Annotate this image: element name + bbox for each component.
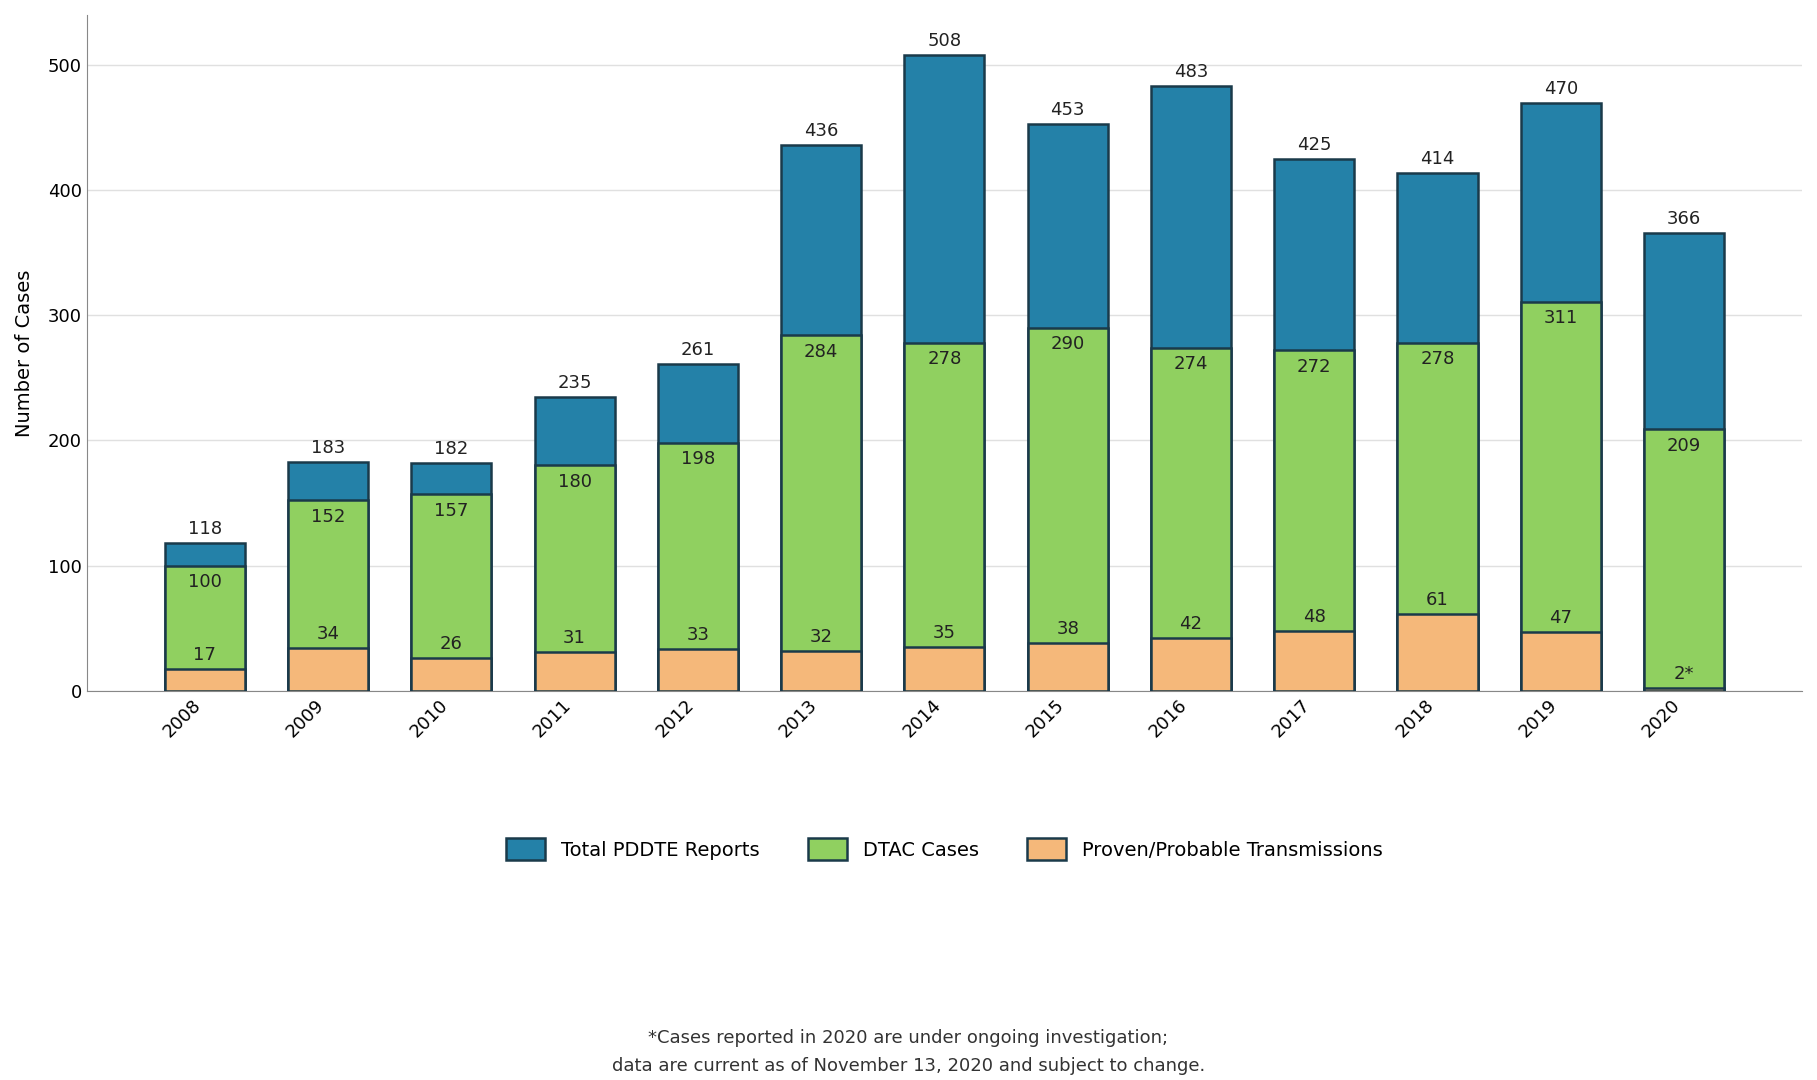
Bar — [1521, 632, 1601, 691]
Bar — [1028, 643, 1108, 691]
Bar — [534, 396, 614, 691]
Text: 235: 235 — [558, 374, 592, 392]
Bar — [1397, 342, 1477, 691]
Text: 32: 32 — [810, 627, 832, 646]
Bar — [287, 648, 369, 691]
Text: 157: 157 — [434, 502, 469, 519]
Bar — [658, 443, 738, 691]
Bar — [534, 465, 614, 691]
Bar — [1644, 232, 1724, 691]
Text: 209: 209 — [1666, 436, 1701, 455]
Bar — [1644, 429, 1724, 691]
Bar — [1028, 328, 1108, 691]
Text: 17: 17 — [193, 647, 216, 664]
Bar — [1521, 103, 1601, 691]
Bar — [411, 658, 491, 691]
Text: 414: 414 — [1421, 150, 1455, 167]
Text: 152: 152 — [311, 508, 345, 526]
Text: 198: 198 — [681, 450, 714, 469]
Legend: Total PDDTE Reports, DTAC Cases, Proven/Probable Transmissions: Total PDDTE Reports, DTAC Cases, Proven/… — [496, 828, 1392, 870]
Text: 284: 284 — [803, 342, 838, 361]
Bar — [781, 335, 861, 691]
Text: 470: 470 — [1544, 80, 1577, 97]
Bar — [1274, 631, 1354, 691]
Text: 274: 274 — [1174, 355, 1208, 374]
Text: 453: 453 — [1050, 100, 1085, 119]
Bar — [287, 500, 369, 691]
Bar — [1397, 173, 1477, 691]
Bar — [1274, 159, 1354, 691]
Text: 425: 425 — [1297, 136, 1332, 153]
Bar — [658, 364, 738, 691]
Text: 34: 34 — [316, 625, 340, 643]
Text: 261: 261 — [681, 341, 714, 359]
Bar — [1028, 124, 1108, 691]
Bar — [905, 55, 985, 691]
Text: 42: 42 — [1179, 616, 1203, 633]
Text: 180: 180 — [558, 473, 592, 491]
Text: 48: 48 — [1303, 608, 1326, 625]
Bar — [411, 495, 491, 691]
Text: 183: 183 — [311, 438, 345, 457]
Text: 278: 278 — [927, 350, 961, 368]
Bar — [411, 463, 491, 691]
Bar — [1274, 350, 1354, 691]
Bar — [1644, 688, 1724, 691]
Text: 182: 182 — [434, 440, 469, 458]
Text: 508: 508 — [927, 32, 961, 50]
Text: 100: 100 — [187, 573, 222, 591]
Text: 278: 278 — [1421, 350, 1455, 368]
Text: 118: 118 — [187, 521, 222, 538]
Bar — [905, 342, 985, 691]
Text: 31: 31 — [563, 629, 587, 647]
Text: 35: 35 — [932, 624, 956, 642]
Text: 366: 366 — [1666, 210, 1701, 228]
Text: 272: 272 — [1297, 357, 1332, 376]
Text: 436: 436 — [803, 122, 838, 140]
Text: 61: 61 — [1426, 592, 1448, 609]
Bar — [165, 566, 245, 691]
Bar — [905, 647, 985, 691]
Text: 47: 47 — [1550, 609, 1572, 626]
Bar — [534, 652, 614, 691]
Text: 290: 290 — [1050, 335, 1085, 353]
Bar — [165, 670, 245, 691]
Bar — [1521, 301, 1601, 691]
Text: 2*: 2* — [1673, 665, 1693, 684]
Text: 311: 311 — [1544, 309, 1577, 327]
Text: 26: 26 — [440, 635, 463, 653]
Bar — [781, 650, 861, 691]
Text: 483: 483 — [1174, 64, 1208, 81]
Y-axis label: Number of Cases: Number of Cases — [15, 269, 35, 436]
Text: *Cases reported in 2020 are under ongoing investigation;
data are current as of : *Cases reported in 2020 are under ongoin… — [612, 1029, 1205, 1075]
Bar — [658, 649, 738, 691]
Bar — [781, 145, 861, 691]
Bar — [165, 543, 245, 691]
Text: 38: 38 — [1056, 620, 1079, 638]
Text: 33: 33 — [687, 626, 709, 645]
Bar — [1150, 86, 1230, 691]
Bar — [1150, 348, 1230, 691]
Bar — [1150, 638, 1230, 691]
Bar — [1397, 615, 1477, 691]
Bar — [287, 461, 369, 691]
